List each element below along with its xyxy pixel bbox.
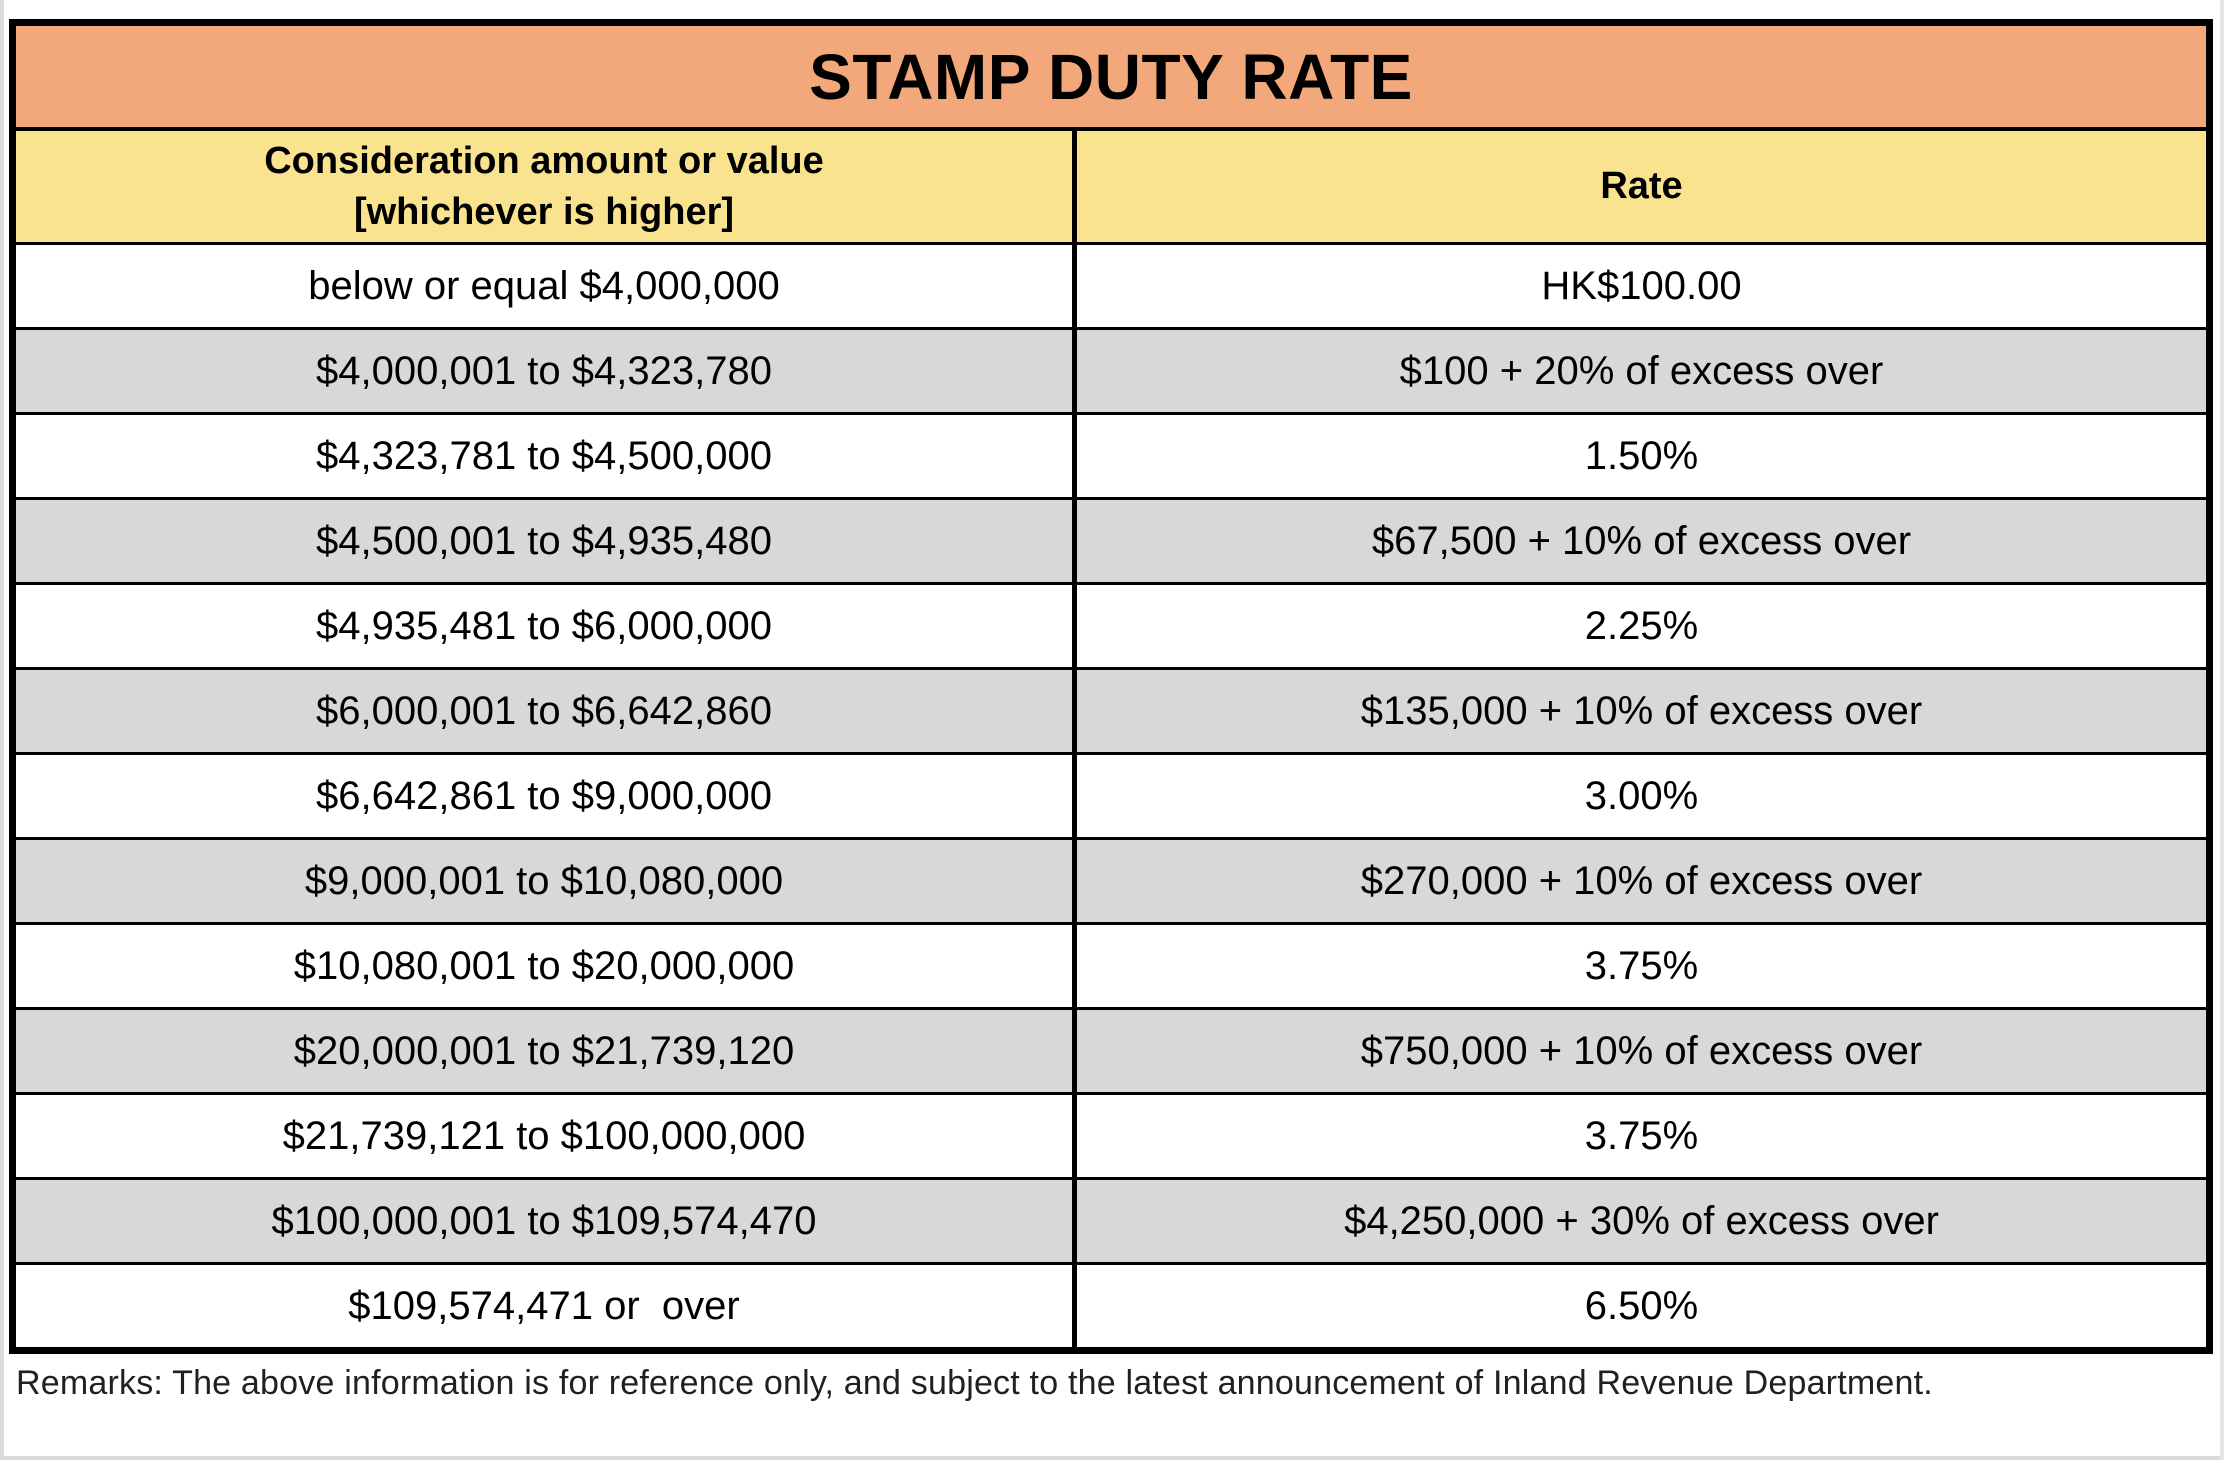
consideration-cell: $4,500,001 to $4,935,480 [16,500,1077,582]
consideration-cell: below or equal $4,000,000 [16,245,1077,327]
consideration-cell: $4,935,481 to $6,000,000 [16,585,1077,667]
rate-cell: HK$100.00 [1541,263,1742,308]
consideration-cell: $21,739,121 to $100,000,000 [16,1095,1077,1177]
consideration-cell: $4,000,001 to $4,323,780 [16,330,1077,412]
table-row: $109,574,471 or over 6.50% [16,1262,2206,1347]
consideration-cell: $109,574,471 or over [16,1265,1077,1347]
rate-cell: 3.00% [1584,773,1699,818]
rate-cell: $270,000 + 10% of excess over [1360,858,1923,903]
table-title: STAMP DUTY RATE [16,26,2206,131]
rate-cell: $750,000 + 10% of excess over [1360,1028,1923,1073]
consideration-cell: $100,000,001 to $109,574,470 [16,1180,1077,1262]
rate-cell: 1.50% [1584,433,1699,478]
table-row: $21,739,121 to $100,000,000 3.75% [16,1092,2206,1177]
table-header-row: Consideration amount or value [whichever… [16,131,2206,242]
header-cell-consideration: Consideration amount or value [whichever… [16,131,1077,242]
table-row: $100,000,001 to $109,574,470 $4,250,000 … [16,1177,2206,1262]
table-row: $4,500,001 to $4,935,480 $67,500 + 10% o… [16,497,2206,582]
consideration-cell: $20,000,001 to $21,739,120 [16,1010,1077,1092]
rate-cell: $135,000 + 10% of excess over [1360,688,1923,733]
table-row: $9,000,001 to $10,080,000 $270,000 + 10%… [16,837,2206,922]
table-body: below or equal $4,000,000 HK$100.00 $4,0… [16,242,2206,1347]
table-row: $4,323,781 to $4,500,000 1.50% [16,412,2206,497]
rate-cell: $4,250,000 + 30% of excess over [1344,1198,1939,1243]
rate-cell: 3.75% [1584,943,1699,988]
consideration-cell: $6,642,861 to $9,000,000 [16,755,1077,837]
consideration-cell: $6,000,001 to $6,642,860 [16,670,1077,752]
header-cell-rate: Rate [1600,165,1683,208]
table-row: $6,642,861 to $9,000,000 3.00% [16,752,2206,837]
consideration-cell: $9,000,001 to $10,080,000 [16,840,1077,922]
consideration-cell: $4,323,781 to $4,500,000 [16,415,1077,497]
table-row: $4,935,481 to $6,000,000 2.25% [16,582,2206,667]
stamp-duty-table: STAMP DUTY RATE Consideration amount or … [9,19,2213,1354]
rate-cell: 6.50% [1584,1283,1699,1328]
table-row: $10,080,001 to $20,000,000 3.75% [16,922,2206,1007]
table-row: $4,000,001 to $4,323,780 $100 + 20% of e… [16,327,2206,412]
consideration-cell: $10,080,001 to $20,000,000 [16,925,1077,1007]
remarks-text: Remarks: The above information is for re… [16,1364,1933,1402]
rate-cell: $67,500 + 10% of excess over [1371,518,1912,563]
rate-cell: $100 + 20% of excess over [1399,348,1884,393]
table-row: $20,000,001 to $21,739,120 $750,000 + 10… [16,1007,2206,1092]
rate-cell: 2.25% [1584,603,1699,648]
table-row: below or equal $4,000,000 HK$100.00 [16,242,2206,327]
header-consideration-line2: [whichever is higher] [353,190,735,233]
rate-cell: 3.75% [1584,1113,1699,1158]
header-consideration-line1: Consideration amount or value [264,140,824,183]
table-row: $6,000,001 to $6,642,860 $135,000 + 10% … [16,667,2206,752]
